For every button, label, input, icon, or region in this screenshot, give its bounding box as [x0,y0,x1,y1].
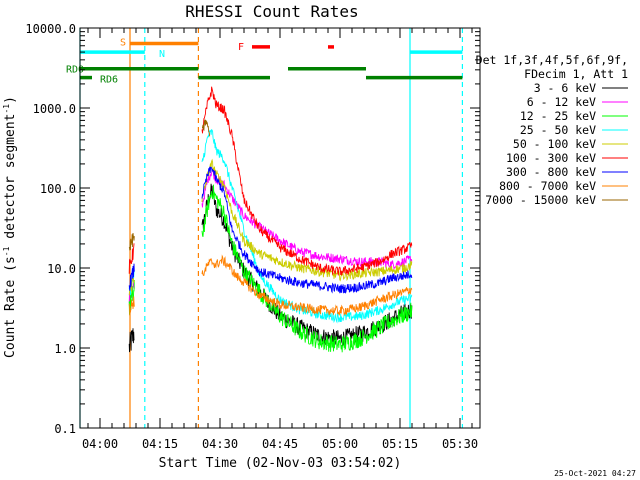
series-line [202,118,211,137]
series-line [201,166,413,294]
series-line [128,328,135,353]
legend-label: 3 - 6 keV [534,81,596,95]
x-tick-label: 04:00 [82,437,118,451]
y-tick-label: 0.1 [54,422,76,436]
legend: Det 1f,3f,4f,5f,6f,9f, FDecim 1, Att 1 3… [476,53,628,207]
y-tick-label: 10.0 [47,262,76,276]
bar-label: N [159,49,165,60]
y-label-part: detector segment [3,114,18,247]
legend-header: FDecim 1, Att 1 [524,67,628,81]
series-line [128,243,135,274]
legend-label: 50 - 100 keV [513,137,596,151]
timestamp: 25-Oct-2021 04:27 [554,469,636,478]
y-tick-label: 1000.0 [33,102,76,116]
x-axis-label: Start Time (02-Nov-03 03:54:02) [159,456,402,471]
y-label-exp: -1 [2,246,11,256]
y-tick-label: 1.0 [54,342,76,356]
legend-label: 300 - 800 keV [506,165,596,179]
y-label-part: Count Rate (s [3,256,18,358]
bar-label: F [238,42,244,53]
y-label-exp: -1 [2,104,11,114]
legend-label: 800 - 7000 keV [499,179,596,193]
legend-label: 6 - 12 keV [527,95,596,109]
series-line [201,184,413,353]
series-line [128,232,135,251]
bar-label: RD0 [66,65,84,76]
x-tick-label: 05:00 [322,437,358,451]
series-line [128,263,135,291]
legend-label: 7000 - 15000 keV [485,193,596,207]
series-line [128,296,135,316]
y-tick-label: 10000.0 [25,22,76,36]
legend-label: 100 - 300 keV [506,151,596,165]
series-line [201,254,413,317]
x-tick-label: 05:30 [442,437,478,451]
y-label-part: ) [3,96,18,104]
legend-label: 25 - 50 keV [520,123,596,137]
bar-label: S [120,38,126,49]
legend-label: 12 - 25 keV [520,109,596,123]
x-tick-label: 04:15 [142,437,178,451]
series-line [128,279,135,315]
y-tick-label: 100.0 [40,182,76,196]
x-tick-label: 05:15 [382,437,418,451]
y-axis-label: Count Rate (s-1 detector segment-1) [2,96,18,358]
series-line [201,158,413,282]
legend-header: Det 1f,3f,4f,5f,6f,9f, [476,53,628,67]
series-line [201,128,413,324]
x-tick-label: 04:30 [202,437,238,451]
chart-title: RHESSI Count Rates [185,2,358,21]
series-line [201,86,413,276]
axes-frame [79,27,481,429]
plot-area: S N F RD0 RD6 0.1 1.0 10.0 100.0 1000.0 10000.0 04:… [25,22,481,451]
bar-label: RD6 [100,75,118,86]
x-tick-label: 04:45 [262,437,298,451]
